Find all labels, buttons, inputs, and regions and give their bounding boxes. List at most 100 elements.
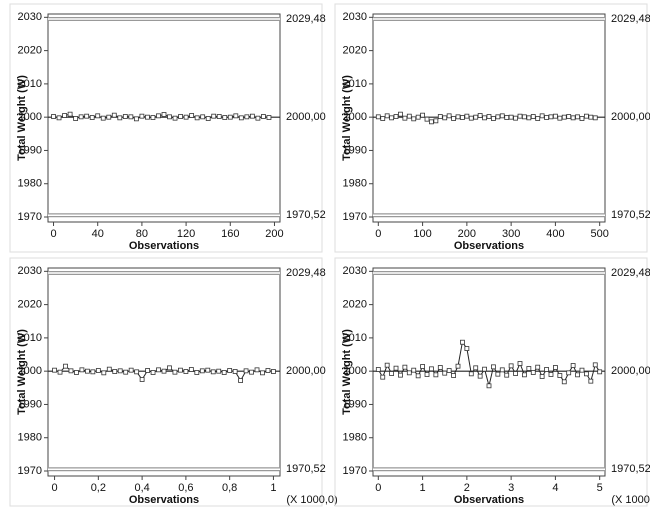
data-point: [460, 115, 465, 120]
x-tick-label: 1: [420, 482, 426, 494]
x-tick-label: 200: [265, 228, 283, 240]
y-tick-label: 1990: [18, 398, 42, 410]
data-point: [265, 368, 271, 373]
data-point: [211, 113, 217, 119]
data-point: [111, 112, 117, 118]
data-point: [200, 114, 206, 120]
limit-label: 2000,00: [611, 365, 650, 377]
data-point: [411, 116, 417, 122]
data-point: [513, 371, 518, 376]
data-point: [579, 116, 585, 121]
data-point: [513, 115, 518, 121]
x-tick-label: 80: [136, 228, 148, 240]
data-point: [227, 368, 233, 373]
x-tick-label: 0: [50, 228, 56, 240]
y-tick-label: 2010: [343, 332, 367, 344]
x-tick-label: 500: [591, 228, 609, 240]
data-point: [161, 368, 167, 374]
data-point: [51, 114, 56, 119]
data-point: [429, 366, 434, 372]
data-point: [78, 114, 84, 120]
limit-label: 2000,00: [286, 111, 326, 123]
data-point: [100, 115, 106, 121]
y-tick-label: 1980: [343, 432, 367, 444]
data-point: [95, 368, 101, 373]
data-point: [526, 115, 532, 121]
data-point: [482, 366, 487, 372]
data-point: [238, 115, 244, 121]
data-point: [84, 113, 90, 119]
data-point: [424, 116, 430, 122]
limit-label: 1970,52: [286, 209, 326, 221]
data-point: [380, 116, 386, 121]
data-point: [172, 369, 178, 375]
plot-frame: [372, 13, 606, 223]
data-point: [561, 114, 567, 120]
data-point: [557, 115, 563, 121]
data-point: [188, 367, 194, 372]
data-point: [420, 112, 425, 118]
data-point: [482, 115, 487, 121]
x-tick-label: 200: [458, 228, 476, 240]
limit-label: 1970,52: [286, 463, 326, 475]
y-tick-label: 2030: [18, 265, 42, 277]
limit-label: 2029,48: [611, 267, 650, 279]
y-tick-label: 2020: [18, 45, 42, 57]
x-multiplier: (X 1000,0): [611, 494, 650, 506]
data-point: [67, 111, 73, 117]
data-point: [238, 378, 244, 383]
data-point: [68, 368, 74, 374]
limit-label: 2000,00: [286, 365, 326, 377]
data-point: [584, 371, 589, 377]
data-point: [232, 369, 238, 374]
data-point: [544, 367, 549, 372]
x-tick-label: 2: [464, 482, 470, 494]
y-tick-label: 1980: [18, 178, 42, 190]
data-point: [63, 363, 68, 369]
data-point: [579, 367, 585, 373]
y-axis-title: Total Weight (W): [341, 75, 353, 161]
data-point: [73, 116, 79, 121]
data-point: [499, 113, 505, 119]
data-point: [106, 366, 112, 372]
data-point: [380, 374, 386, 380]
y-tick-label: 2010: [18, 78, 42, 90]
data-point: [199, 368, 205, 374]
y-tick-label: 1980: [18, 432, 42, 444]
data-point: [406, 113, 412, 119]
x-tick-label: 0: [375, 228, 381, 240]
data-point: [79, 367, 85, 373]
data-point: [389, 115, 394, 121]
data-point: [420, 364, 425, 369]
data-point: [156, 367, 161, 373]
data-point: [101, 370, 107, 376]
data-point: [375, 114, 381, 120]
data-point: [442, 115, 448, 121]
data-point: [433, 372, 439, 378]
data-point: [544, 115, 549, 120]
y-tick-label: 1970: [18, 211, 42, 223]
y-tick-label: 1980: [343, 178, 367, 190]
data-point: [128, 367, 134, 373]
panel-frame: [334, 257, 648, 507]
data-point: [517, 361, 523, 366]
data-point: [133, 116, 139, 122]
y-tick-label: 2010: [343, 78, 367, 90]
data-point: [522, 114, 527, 120]
y-tick-label: 1970: [343, 211, 367, 223]
data-point: [433, 118, 439, 124]
data-point: [222, 115, 228, 120]
limit-label: 1970,52: [611, 209, 650, 221]
data-point: [415, 373, 421, 379]
data-point: [271, 369, 276, 374]
data-point: [424, 372, 430, 377]
y-tick-label: 1970: [18, 465, 42, 477]
x-tick-label: 300: [502, 228, 520, 240]
data-point: [406, 370, 412, 376]
y-tick-label: 2020: [343, 299, 367, 311]
data-point: [194, 370, 200, 375]
data-point: [570, 363, 576, 368]
data-point: [189, 113, 195, 118]
limit-label: 2029,48: [286, 13, 326, 25]
